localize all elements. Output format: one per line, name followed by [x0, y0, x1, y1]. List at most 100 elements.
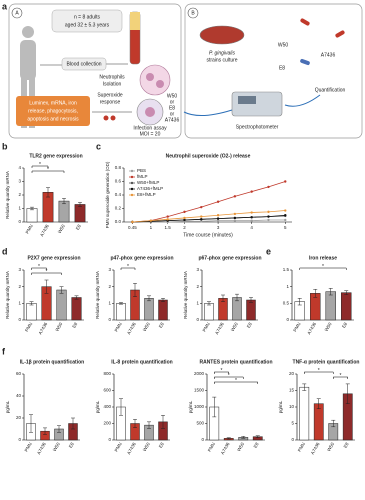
- strain-choice: A7436: [165, 117, 180, 123]
- assays-box: [16, 96, 90, 126]
- superoxide: Superoxide: [97, 92, 123, 98]
- error-bar: [331, 419, 336, 428]
- cell: [156, 80, 164, 88]
- x-tick-label: E8: [158, 441, 165, 449]
- x-tick-label: A7436: [126, 321, 137, 335]
- y-tick-label: 0: [108, 317, 111, 322]
- error-bar: [241, 436, 246, 439]
- point: [131, 220, 134, 224]
- x-axis-label: Time course (minutes): [183, 232, 233, 238]
- error-bar: [313, 289, 318, 298]
- error-bar: [207, 301, 211, 306]
- error-bar: [29, 301, 34, 306]
- error-bar: [57, 425, 61, 433]
- x-tick-label: 0.45: [128, 225, 137, 230]
- y-tick-label: 1500: [194, 388, 205, 393]
- strain-choice: or: [170, 99, 175, 105]
- point: [200, 218, 203, 221]
- person-head: [22, 26, 34, 38]
- x-tick-label: 2: [183, 225, 186, 230]
- point: [267, 210, 270, 214]
- significance-bracket: [31, 170, 65, 173]
- y-tick-label: 20: [16, 415, 22, 420]
- bar: [325, 291, 336, 321]
- error-bar: [43, 427, 47, 435]
- significance-bracket: [214, 376, 244, 379]
- y-tick-label: 2000: [194, 371, 205, 376]
- infection: MOI = 20: [140, 131, 161, 137]
- significance-label: *: [47, 167, 49, 173]
- y-tick-label: 40: [16, 393, 22, 398]
- significance-label: *: [340, 373, 342, 379]
- y-tick-label: 0.2: [115, 206, 122, 211]
- y-tick-label: 1: [18, 301, 21, 306]
- bar: [299, 386, 310, 441]
- cell: [146, 73, 154, 81]
- panel-label: b: [2, 141, 8, 151]
- y-tick-label: 1: [108, 301, 111, 306]
- error-bar: [44, 279, 49, 294]
- x-tick-label: W50: [57, 223, 66, 234]
- y-tick-label: 0: [18, 317, 21, 322]
- legend-label: W50+fMLP: [137, 180, 159, 185]
- x-tick-label: E8: [246, 321, 253, 329]
- x-tick-label: PMN: [297, 442, 306, 453]
- participants: n = 8 adults: [74, 14, 100, 20]
- error-bar: [46, 187, 50, 198]
- x-tick-label: PMN: [292, 322, 301, 333]
- point: [216, 219, 220, 222]
- y-tick-label: 0.6: [115, 179, 122, 184]
- series-line: [132, 181, 286, 223]
- y-tick-label: 200: [103, 421, 111, 426]
- significance-bracket: [304, 371, 334, 374]
- chart-title: Iron release: [309, 255, 337, 261]
- significance-label: *: [221, 368, 223, 374]
- y-tick-label: 2: [196, 284, 199, 289]
- error-bar: [235, 293, 239, 302]
- legend-marker: [130, 193, 134, 197]
- y-axis-label: Relative quantity mRNA: [5, 271, 10, 319]
- point: [233, 195, 237, 198]
- panel-label: d: [2, 246, 8, 256]
- error-bar: [78, 202, 82, 207]
- legend-label: E8+fMLP: [137, 192, 156, 197]
- series-line: [132, 210, 286, 223]
- bar: [116, 303, 126, 321]
- arrow: [284, 94, 321, 107]
- culture-dish: [199, 25, 245, 45]
- x-tick-label: E8: [71, 321, 78, 329]
- error-bar: [71, 417, 75, 430]
- series-line: [132, 219, 286, 223]
- y-tick-label: 0.4: [115, 192, 122, 197]
- blood-box: [61, 57, 107, 71]
- strain: W50: [278, 42, 289, 48]
- x-tick-label: E8: [75, 223, 82, 231]
- error-bar: [328, 288, 333, 296]
- y-tick-label: 15: [289, 388, 295, 393]
- chart-title: IL-8 protein quantification: [111, 359, 172, 365]
- panel-label: e: [266, 246, 271, 256]
- significance-label: *: [38, 264, 40, 270]
- culture: strains culture: [206, 57, 237, 63]
- significance-label: *: [322, 264, 324, 270]
- error-bar: [226, 437, 231, 440]
- culture: P. gingivalis: [209, 50, 236, 56]
- panel-label: a: [2, 1, 8, 11]
- legend-label: PBS: [137, 168, 146, 173]
- strain: E8: [279, 65, 285, 71]
- y-tick-label: 1: [18, 206, 21, 211]
- legend-marker: [130, 175, 134, 179]
- point: [284, 180, 287, 183]
- x-tick-label: A7436: [39, 223, 50, 237]
- x-tick-label: W50: [52, 441, 61, 452]
- x-tick-label: W50: [236, 441, 245, 452]
- panel-label: c: [96, 141, 101, 151]
- error-bar: [212, 396, 217, 418]
- point: [183, 218, 186, 222]
- y-tick-label: 600: [103, 388, 111, 393]
- bar: [246, 299, 256, 321]
- y-tick-label: 3: [18, 179, 21, 184]
- y-tick-label: 20: [289, 371, 295, 376]
- y-tick-label: 0.0: [115, 219, 122, 224]
- x-tick-label: 1.5: [165, 225, 172, 230]
